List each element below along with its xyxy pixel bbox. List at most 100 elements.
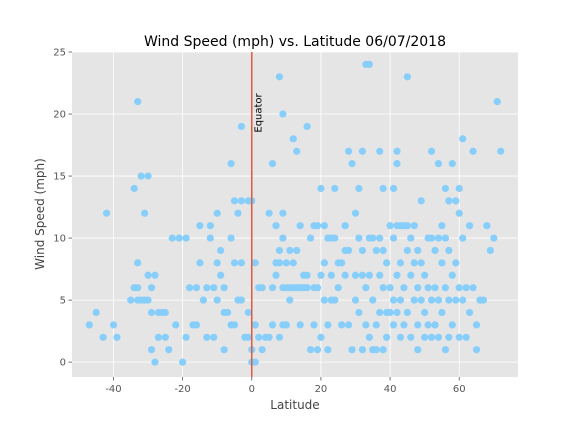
y-tick-label: 25 xyxy=(53,48,66,59)
data-point xyxy=(379,284,387,292)
data-point xyxy=(306,234,315,242)
data-point xyxy=(130,184,138,193)
x-axis-ticks: -40 -20 0 20 40 60 xyxy=(105,377,466,395)
data-point xyxy=(479,296,488,304)
data-point xyxy=(272,222,280,230)
data-point xyxy=(192,284,201,292)
data-point xyxy=(393,308,401,317)
data-point xyxy=(141,209,149,217)
data-point xyxy=(369,296,377,304)
y-tick-label: 20 xyxy=(53,110,66,121)
data-point xyxy=(358,346,367,354)
data-point xyxy=(389,296,398,304)
data-point xyxy=(407,234,415,242)
data-point xyxy=(438,259,446,267)
data-point xyxy=(134,259,142,267)
data-point xyxy=(213,296,221,304)
data-point xyxy=(237,296,246,304)
data-point xyxy=(344,246,353,255)
data-point xyxy=(213,259,221,267)
data-point xyxy=(445,197,453,205)
data-point xyxy=(441,234,449,242)
data-point xyxy=(365,271,373,279)
data-point xyxy=(196,222,204,230)
data-point xyxy=(414,346,422,354)
data-point xyxy=(258,346,266,354)
data-point xyxy=(137,172,145,180)
data-point xyxy=(441,284,449,292)
data-point xyxy=(268,321,277,329)
x-axis-label: Latitude xyxy=(270,398,319,412)
data-point xyxy=(144,172,152,180)
data-point xyxy=(431,246,439,255)
data-point xyxy=(400,284,408,292)
data-point xyxy=(389,234,398,242)
data-point xyxy=(472,346,481,354)
data-point xyxy=(403,308,411,317)
data-point xyxy=(469,284,477,292)
data-point xyxy=(448,160,456,168)
data-point xyxy=(327,271,335,279)
data-point xyxy=(306,346,315,354)
data-point xyxy=(434,160,443,168)
data-point xyxy=(134,98,142,106)
data-point xyxy=(265,209,273,217)
data-point xyxy=(344,321,353,329)
data-point xyxy=(334,284,342,292)
data-point xyxy=(220,346,228,354)
data-point xyxy=(230,197,239,205)
data-point xyxy=(455,184,463,193)
x-tick-label: -20 xyxy=(174,384,190,395)
data-point xyxy=(265,333,273,341)
data-point xyxy=(348,346,356,354)
x-tick-label: 60 xyxy=(453,384,466,395)
data-point xyxy=(376,234,384,242)
data-point xyxy=(279,209,287,217)
data-point xyxy=(286,296,294,304)
data-point xyxy=(396,296,405,304)
data-point xyxy=(144,296,152,304)
data-point xyxy=(421,271,429,279)
data-point xyxy=(441,346,449,354)
data-point xyxy=(490,234,498,242)
data-point xyxy=(355,234,363,242)
data-point xyxy=(386,222,394,230)
data-point xyxy=(407,333,415,341)
data-point xyxy=(251,358,259,366)
data-point xyxy=(427,234,436,242)
data-point xyxy=(410,296,418,304)
data-point xyxy=(279,110,287,118)
data-point xyxy=(324,346,332,354)
y-tick-label: 0 xyxy=(60,358,66,369)
data-point xyxy=(493,98,501,106)
data-point xyxy=(396,259,405,267)
data-point xyxy=(455,333,463,341)
data-point xyxy=(331,234,339,242)
data-point xyxy=(410,222,418,230)
data-point xyxy=(427,147,436,155)
data-point xyxy=(165,346,173,354)
data-point xyxy=(161,333,169,341)
data-point xyxy=(244,308,252,317)
data-point xyxy=(217,271,225,279)
data-point xyxy=(465,222,474,230)
data-point xyxy=(175,234,183,242)
data-point xyxy=(431,321,439,329)
data-point xyxy=(237,122,246,131)
data-point xyxy=(199,296,207,304)
data-point xyxy=(275,73,284,81)
y-axis-ticks: 0 5 10 15 20 25 xyxy=(53,48,72,369)
data-point xyxy=(376,308,384,317)
data-point xyxy=(386,284,394,292)
data-point xyxy=(341,222,349,230)
data-point xyxy=(448,271,456,279)
x-tick-label: 40 xyxy=(384,384,397,395)
data-point xyxy=(365,333,373,341)
data-point xyxy=(438,308,446,317)
data-point xyxy=(172,321,180,329)
data-point xyxy=(372,246,380,255)
data-point xyxy=(317,271,325,279)
data-point xyxy=(379,246,387,255)
data-point xyxy=(400,321,408,329)
